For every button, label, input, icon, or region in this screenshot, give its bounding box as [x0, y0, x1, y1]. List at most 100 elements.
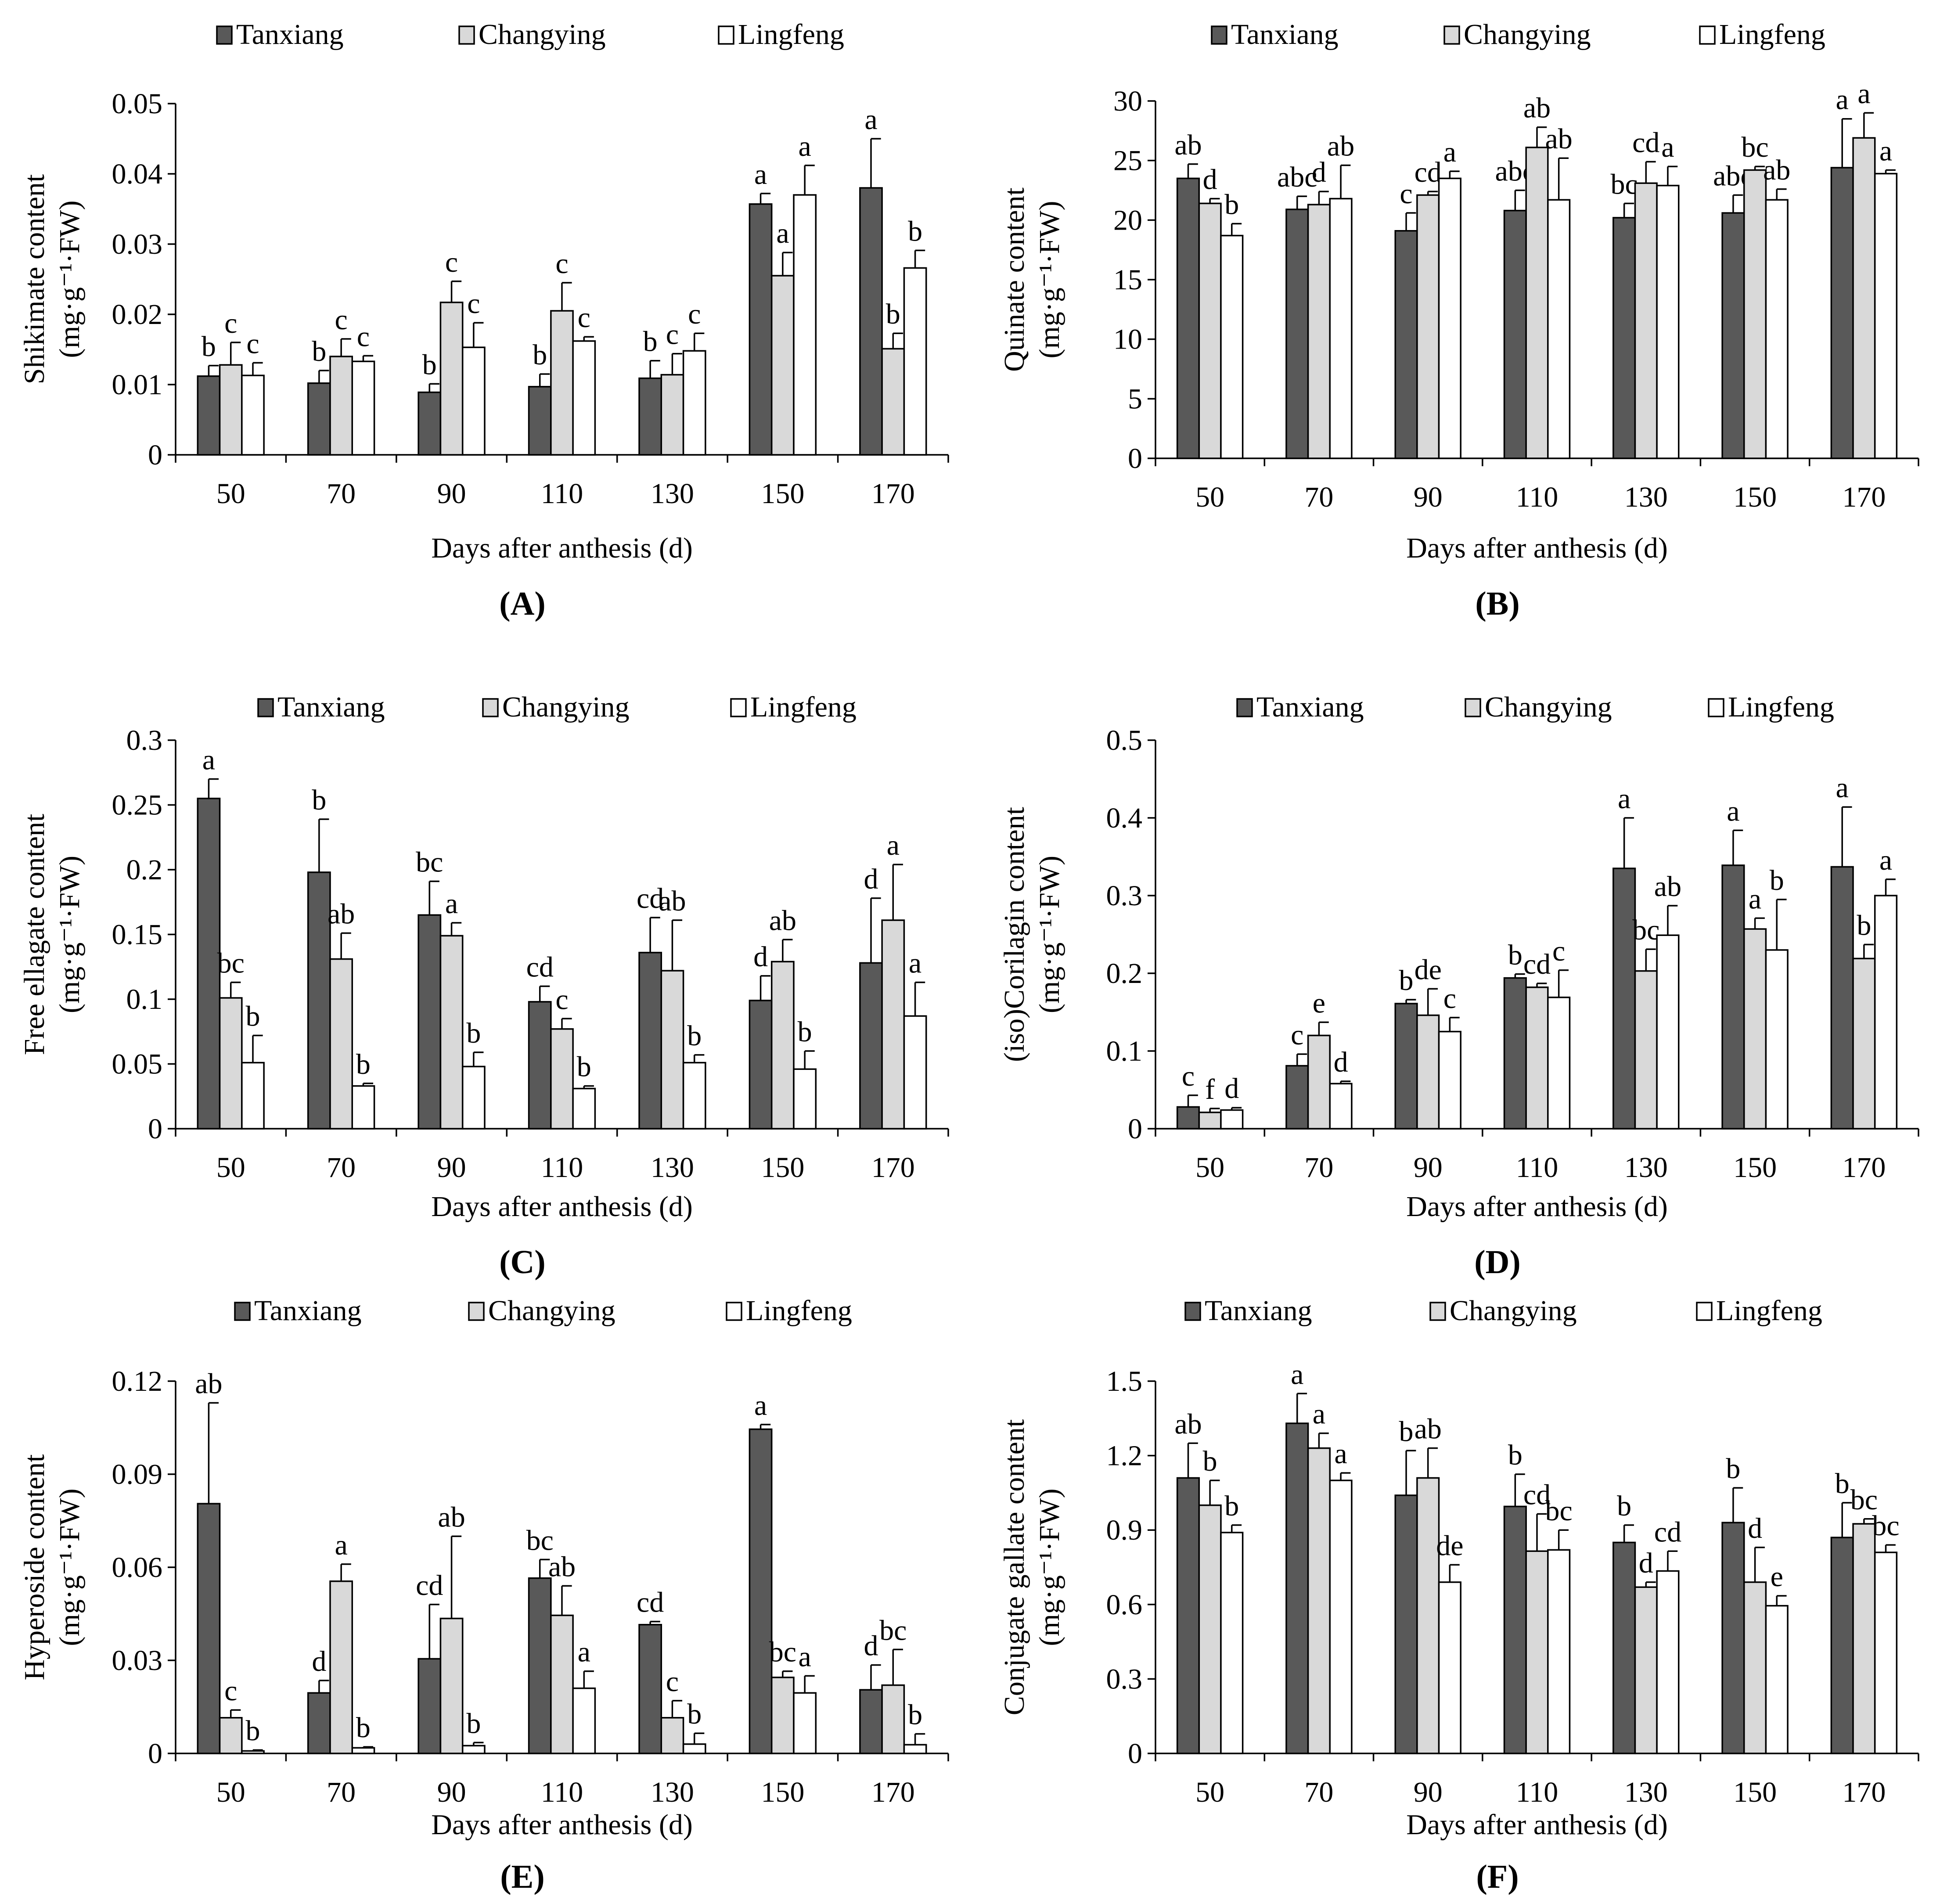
significance-label: a — [1291, 1358, 1303, 1390]
significance-label: a — [887, 829, 900, 861]
significance-label: b — [1770, 864, 1784, 896]
y-tick-label: 0.3 — [1106, 880, 1143, 912]
bar-tanxiang — [197, 375, 221, 456]
significance-label: cd — [1654, 1516, 1681, 1548]
bar-tanxiang — [1721, 212, 1745, 459]
significance-label: a — [776, 217, 789, 249]
significance-label: f — [1205, 1073, 1215, 1105]
x-axis-title: Days after anthesis (d) — [1406, 1809, 1668, 1841]
y-axis-title: Hyperoside content — [18, 1454, 50, 1680]
y-tick-label: 0.05 — [112, 88, 163, 120]
significance-label: cd — [526, 951, 554, 983]
bar-lingfeng — [461, 346, 486, 456]
significance-label: bc — [217, 947, 245, 979]
significance-label: ab — [1327, 130, 1354, 162]
y-tick-label: 0.04 — [112, 158, 163, 190]
bar-tanxiang — [638, 377, 662, 456]
y-tick-label: 0 — [1128, 1738, 1142, 1770]
bar-lingfeng — [1547, 199, 1571, 459]
bar-lingfeng — [1329, 1479, 1353, 1754]
significance-label: b — [1224, 188, 1239, 220]
significance-label: ab — [328, 898, 355, 930]
significance-label: e — [1313, 987, 1325, 1019]
significance-label: b — [312, 784, 326, 816]
y-axis-title: Free ellagate content — [18, 814, 50, 1055]
legend-label-changying: Changying — [488, 1295, 615, 1327]
significance-label: b — [577, 1051, 591, 1083]
panel-caption: (D) — [1474, 1244, 1521, 1281]
significance-label: d — [312, 1645, 326, 1677]
x-axis-title: Days after anthesis (d) — [431, 1191, 693, 1223]
significance-label: ab — [659, 885, 686, 917]
significance-label: c — [555, 248, 568, 280]
x-tick-label: 170 — [871, 478, 915, 510]
y-tick-label: 0 — [1128, 1113, 1142, 1145]
bar-lingfeng — [903, 267, 927, 456]
significance-label: b — [1726, 1453, 1740, 1485]
significance-label: c — [1400, 178, 1412, 210]
bar-changying — [1525, 986, 1549, 1130]
bar-changying — [1743, 1581, 1767, 1754]
bar-lingfeng — [1329, 1083, 1353, 1130]
y-tick-label: 0.4 — [1106, 802, 1143, 834]
x-tick-label: 150 — [761, 1776, 804, 1808]
bar-changying — [881, 919, 905, 1130]
bar-changying — [660, 1717, 684, 1754]
bar-tanxiang — [1612, 1541, 1636, 1754]
bar-tanxiang — [749, 1000, 773, 1130]
bar-changying — [439, 1617, 464, 1754]
bar-tanxiang — [528, 1577, 552, 1754]
x-tick-label: 50 — [1195, 481, 1224, 513]
significance-label: cd — [637, 882, 664, 914]
bar-changying — [219, 997, 243, 1130]
significance-label: b — [1203, 1445, 1217, 1477]
significance-label: b — [422, 349, 437, 381]
bar-lingfeng — [903, 1015, 927, 1130]
bar-tanxiang — [749, 1428, 773, 1754]
bar-lingfeng — [793, 1068, 817, 1130]
significance-label: a — [1313, 1398, 1325, 1430]
bar-lingfeng — [572, 1687, 596, 1754]
bar-lingfeng — [1438, 177, 1461, 459]
significance-label: b — [908, 1699, 922, 1731]
bar-tanxiang — [1394, 1494, 1418, 1754]
significance-label: bc — [416, 846, 443, 878]
significance-label: ab — [769, 904, 796, 936]
significance-label: a — [754, 1389, 767, 1422]
x-axis-title: Days after anthesis (d) — [431, 532, 693, 564]
significance-label: d — [1639, 1547, 1653, 1579]
significance-label: bc — [769, 1636, 796, 1668]
bar-tanxiang — [859, 962, 883, 1130]
bar-lingfeng — [1438, 1031, 1461, 1130]
y-axis-unit: (mg·g⁻¹·FW) — [54, 1489, 86, 1646]
y-axis-unit: (mg·g⁻¹·FW) — [1033, 201, 1065, 359]
x-tick-label: 170 — [871, 1776, 915, 1808]
legend-label-lingfeng: Lingfeng — [1728, 691, 1834, 723]
significance-label: ab — [438, 1501, 465, 1533]
significance-label: bc — [1872, 1510, 1899, 1542]
y-tick-label: 0.12 — [112, 1365, 163, 1397]
y-tick-label: 30 — [1113, 85, 1142, 117]
significance-label: c — [224, 307, 237, 339]
x-tick-label: 170 — [1842, 481, 1886, 513]
significance-label: a — [335, 1529, 347, 1561]
significance-label: cd — [416, 1569, 443, 1602]
bar-changying — [439, 302, 464, 456]
y-tick-label: 10 — [1113, 324, 1142, 356]
significance-label: a — [1661, 131, 1674, 163]
legend-swatch-lingfeng — [1696, 1302, 1713, 1321]
legend-swatch-changying — [1429, 1302, 1446, 1321]
x-tick-label: 90 — [1414, 1152, 1443, 1184]
bar-lingfeng — [1874, 1551, 1898, 1754]
bar-changying — [1634, 970, 1658, 1130]
bar-changying — [1852, 957, 1876, 1130]
bar-changying — [329, 356, 353, 456]
y-tick-label: 0.01 — [112, 369, 163, 401]
y-axis-unit: (mg·g⁻¹·FW) — [54, 201, 86, 358]
significance-label: cd — [637, 1587, 664, 1619]
significance-label: de — [1415, 954, 1442, 986]
x-tick-label: 70 — [1304, 1152, 1333, 1184]
x-tick-label: 110 — [1516, 481, 1558, 513]
significance-label: b — [1399, 965, 1414, 997]
